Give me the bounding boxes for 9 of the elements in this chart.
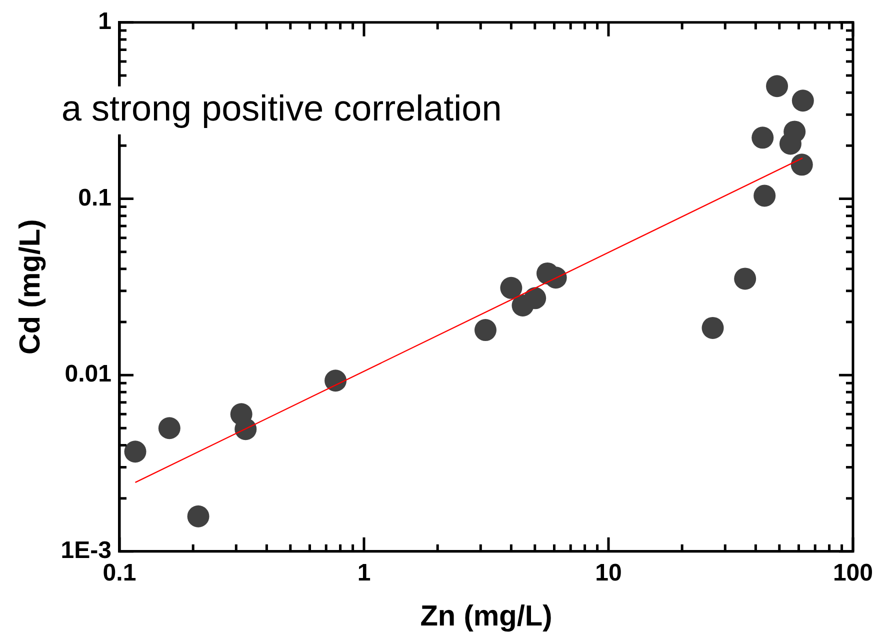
x-tick-label: 100	[832, 559, 873, 586]
y-tick-label: 0.1	[78, 184, 112, 212]
x-axis-title: Zn (mg/L)	[420, 600, 552, 633]
y-tick-label: 1	[98, 8, 112, 36]
x-tick-label: 10	[595, 559, 622, 586]
y-axis-title: Cd (mg/L)	[14, 219, 46, 355]
y-tick-label: 0.01	[64, 360, 112, 388]
x-tick-label: 1	[357, 559, 371, 586]
annotation: a strong positive correlation	[61, 87, 502, 128]
